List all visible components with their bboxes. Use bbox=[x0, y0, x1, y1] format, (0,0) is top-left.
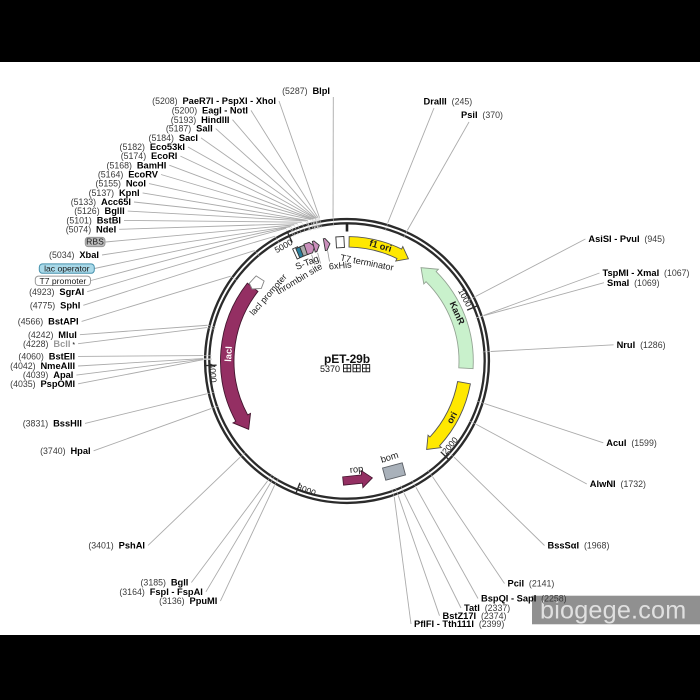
svg-text:(4923) SgrAI: (4923) SgrAI bbox=[29, 287, 84, 297]
svg-text:(5187) SalI: (5187) SalI bbox=[166, 124, 213, 134]
svg-text:(5193) HindIII: (5193) HindIII bbox=[171, 115, 230, 125]
svg-text:(5287) BlpI: (5287) BlpI bbox=[282, 86, 330, 96]
svg-text:BstZ17I (2374): BstZ17I (2374) bbox=[443, 611, 507, 621]
svg-text:(3185) BglI: (3185) BglI bbox=[141, 578, 189, 588]
svg-text:(5133) Acc65I: (5133) Acc65I bbox=[71, 197, 131, 207]
svg-text:ori: ori bbox=[445, 410, 459, 425]
svg-text:TspMI - XmaI (1067): TspMI - XmaI (1067) bbox=[603, 268, 690, 278]
svg-text:(5184) SacI: (5184) SacI bbox=[149, 133, 198, 143]
svg-text:DraIII (245): DraIII (245) bbox=[424, 97, 473, 107]
svg-text:(4566) BstAPI: (4566) BstAPI bbox=[18, 317, 79, 327]
svg-text:(5164) EcoRV: (5164) EcoRV bbox=[98, 170, 159, 180]
svg-text:PsiI (370): PsiI (370) bbox=[461, 110, 503, 120]
svg-text:(5126) BglII: (5126) BglII bbox=[74, 206, 124, 216]
svg-text:(4775) SphI: (4775) SphI bbox=[30, 300, 80, 310]
svg-text:lac operator: lac operator bbox=[44, 264, 90, 274]
svg-text:rop: rop bbox=[349, 464, 363, 475]
svg-text:(4060) BstEII: (4060) BstEII bbox=[18, 352, 75, 362]
svg-text:PflFI - Tth111I (2399): PflFI - Tth111I (2399) bbox=[414, 619, 504, 629]
svg-text:(3831) BssHII: (3831) BssHII bbox=[23, 419, 82, 429]
svg-text:(3164) FspI - FspAI: (3164) FspI - FspAI bbox=[119, 587, 203, 597]
svg-text:(5074) NdeI: (5074) NdeI bbox=[66, 224, 116, 234]
svg-text:PciI (2141): PciI (2141) bbox=[508, 579, 555, 589]
svg-text:(3740) HpaI: (3740) HpaI bbox=[40, 446, 90, 456]
svg-text:RBS: RBS bbox=[86, 237, 104, 247]
svg-text:(5182) Eco53kI: (5182) Eco53kI bbox=[120, 142, 185, 152]
svg-text:pET-29b: pET-29b bbox=[324, 352, 370, 366]
svg-text:(5137) KpnI: (5137) KpnI bbox=[89, 188, 140, 198]
svg-text:BspQI - SapI (2258): BspQI - SapI (2258) bbox=[481, 594, 567, 604]
svg-text:(4039) ApaI: (4039) ApaI bbox=[23, 370, 73, 380]
svg-text:lacI: lacI bbox=[223, 346, 234, 362]
svg-text:SmaI (1069): SmaI (1069) bbox=[607, 278, 660, 288]
svg-text:4000: 4000 bbox=[207, 363, 219, 383]
svg-text:biogege.com: biogege.com bbox=[540, 597, 686, 625]
svg-text:(5168) BamHI: (5168) BamHI bbox=[107, 160, 167, 170]
svg-text:AsiSI - PvuI (945): AsiSI - PvuI (945) bbox=[588, 234, 665, 244]
svg-text:TatI (2337): TatI (2337) bbox=[464, 603, 510, 613]
svg-text:5370: 5370 bbox=[320, 364, 340, 374]
svg-text:NruI (1286): NruI (1286) bbox=[617, 340, 666, 350]
svg-text:T7 promoter: T7 promoter bbox=[39, 276, 86, 286]
svg-text:(5034) XbaI: (5034) XbaI bbox=[49, 250, 99, 260]
svg-text:(5208) PaeR7I - PspXI - XhoI: (5208) PaeR7I - PspXI - XhoI bbox=[152, 96, 276, 106]
svg-text:BssSαI (1968): BssSαI (1968) bbox=[548, 541, 610, 551]
svg-text:(4042) NmeAIII: (4042) NmeAIII bbox=[10, 361, 75, 371]
svg-text:(4242) MluI: (4242) MluI bbox=[28, 330, 77, 340]
svg-text:AcuI (1599): AcuI (1599) bbox=[606, 438, 657, 448]
svg-text:(4035) PspOMI: (4035) PspOMI bbox=[10, 379, 75, 389]
svg-text:(5200) EagI - NotI: (5200) EagI - NotI bbox=[172, 106, 248, 116]
svg-text:(3136) PpuMI: (3136) PpuMI bbox=[159, 596, 217, 606]
svg-text:AlwNI (1732): AlwNI (1732) bbox=[590, 479, 646, 489]
svg-text:(5155) NcoI: (5155) NcoI bbox=[96, 179, 146, 189]
svg-text:(3401) PshAI: (3401) PshAI bbox=[88, 541, 145, 551]
svg-text:(5174) EcoRI: (5174) EcoRI bbox=[121, 151, 178, 161]
svg-text:6xHis: 6xHis bbox=[328, 259, 352, 271]
svg-text:(5101) BstBI: (5101) BstBI bbox=[66, 216, 121, 226]
svg-text:(4228) BclI *: (4228) BclI * bbox=[23, 339, 75, 349]
